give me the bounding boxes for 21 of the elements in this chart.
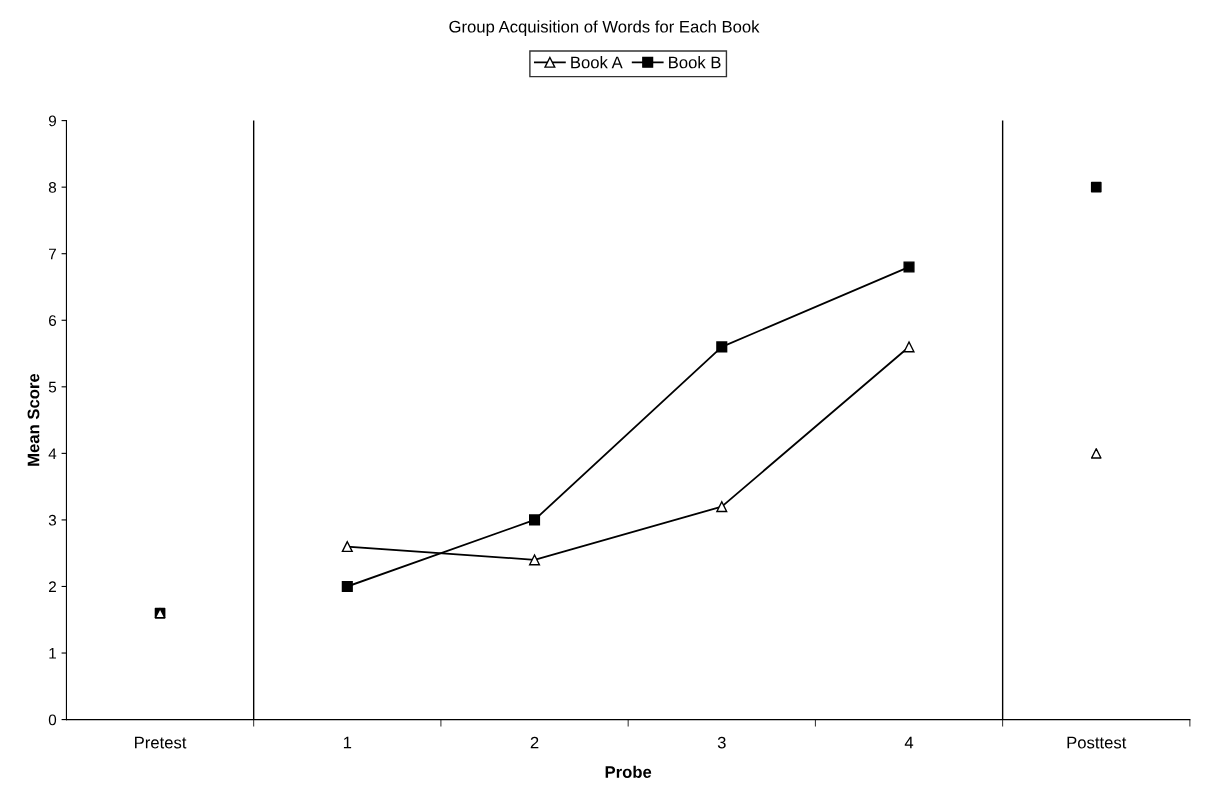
x-tick-label: Posttest bbox=[1067, 736, 1127, 749]
chart-title: Group Acquisition of Words for Each Book bbox=[449, 20, 760, 36]
y-tick-label: 8 bbox=[48, 182, 57, 193]
x-axis-title: Probe bbox=[605, 765, 652, 778]
x-tick-label: 4 bbox=[904, 736, 914, 749]
y-tick-label: 5 bbox=[48, 381, 57, 393]
y-axis-title: Mean Score bbox=[27, 373, 40, 466]
y-tick-label: 6 bbox=[49, 315, 57, 326]
x-tick-label: 1 bbox=[343, 736, 352, 749]
legend-label: Book A bbox=[571, 56, 623, 69]
legend-label: Book B bbox=[669, 56, 721, 69]
y-tick-label: 4 bbox=[48, 448, 57, 459]
x-tick-label: 2 bbox=[530, 736, 539, 749]
y-tick-label: 7 bbox=[49, 248, 56, 260]
x-tick-label: Pretest bbox=[135, 736, 187, 749]
x-tick-label: 3 bbox=[717, 736, 726, 749]
y-tick-label: 1 bbox=[49, 648, 56, 659]
y-tick-label: 2 bbox=[48, 581, 56, 593]
y-tick-label: 9 bbox=[48, 115, 56, 127]
y-tick-label: 0 bbox=[48, 714, 57, 726]
y-tick-label: 3 bbox=[48, 514, 57, 526]
